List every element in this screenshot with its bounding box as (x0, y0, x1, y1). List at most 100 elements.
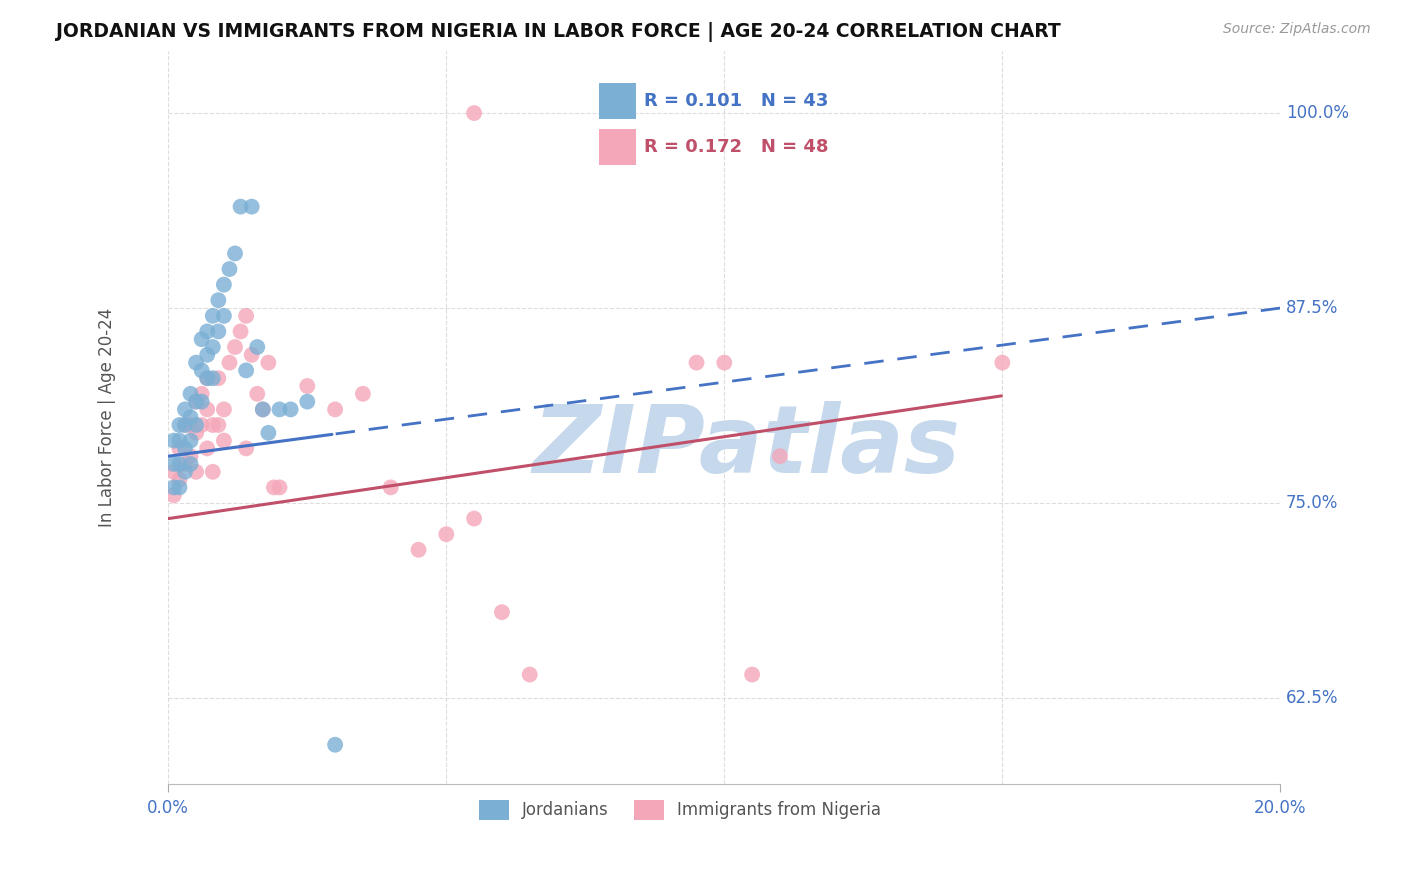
Point (769, 449, 792, 463)
Text: 87.5%: 87.5% (1286, 299, 1339, 317)
Point (180, 410, 202, 425)
Text: In Labor Force | Age 20-24: In Labor Force | Age 20-24 (98, 308, 117, 527)
Point (201, 309, 224, 323)
Point (713, 356, 735, 370)
Point (235, 442, 257, 456)
Point (323, 402, 346, 417)
Point (207, 293, 229, 308)
Point (163, 488, 186, 502)
Point (240, 200, 263, 214)
Point (207, 371, 229, 385)
Point (491, 605, 513, 619)
Point (174, 417, 197, 432)
Point (184, 465, 207, 479)
Text: 100.0%: 100.0% (1286, 104, 1348, 122)
Point (229, 200, 252, 214)
Point (741, 667, 763, 681)
Text: ZIPatlas: ZIPatlas (533, 401, 960, 492)
Point (163, 457, 186, 471)
Point (180, 457, 202, 471)
Text: Source: ZipAtlas.com: Source: ZipAtlas.com (1223, 22, 1371, 37)
Point (269, 402, 291, 417)
Point (685, 356, 707, 370)
Point (263, 480, 285, 494)
Point (163, 480, 186, 494)
Point (180, 449, 202, 463)
Point (201, 340, 224, 354)
Point (380, 480, 402, 494)
Point (195, 442, 218, 456)
Point (184, 356, 207, 370)
Text: 75.0%: 75.0% (1286, 494, 1339, 512)
Point (174, 457, 197, 471)
Point (257, 356, 280, 370)
Point (195, 371, 218, 385)
Point (201, 465, 224, 479)
Point (297, 379, 319, 393)
Point (207, 417, 229, 432)
Point (434, 527, 457, 541)
Point (190, 417, 212, 432)
Point (463, 511, 485, 525)
Point (180, 417, 202, 432)
Point (201, 371, 224, 385)
Point (169, 473, 191, 487)
Text: JORDANIAN VS IMMIGRANTS FROM NIGERIA IN LABOR FORCE | AGE 20-24 CORRELATION CHAR: JORDANIAN VS IMMIGRANTS FROM NIGERIA IN … (56, 22, 1062, 42)
Point (195, 402, 218, 417)
Point (519, 667, 541, 681)
Point (257, 425, 280, 440)
Point (190, 332, 212, 346)
Point (195, 348, 218, 362)
Point (195, 371, 218, 385)
Point (169, 434, 191, 448)
Point (195, 325, 218, 339)
Point (408, 542, 430, 557)
Point (169, 417, 191, 432)
Point (174, 442, 197, 456)
Point (246, 340, 269, 354)
Point (184, 417, 207, 432)
Point (212, 309, 235, 323)
Point (163, 465, 186, 479)
Point (323, 738, 346, 752)
Point (212, 434, 235, 448)
Point (224, 246, 246, 260)
Point (352, 386, 374, 401)
Point (190, 394, 212, 409)
Point (212, 277, 235, 292)
Legend: Jordanians, Immigrants from Nigeria: Jordanians, Immigrants from Nigeria (472, 793, 887, 827)
Point (229, 325, 252, 339)
Point (269, 480, 291, 494)
Point (163, 434, 186, 448)
Point (297, 394, 319, 409)
Point (184, 394, 207, 409)
Point (190, 386, 212, 401)
Point (991, 356, 1014, 370)
Point (169, 480, 191, 494)
Point (169, 442, 191, 456)
Text: 62.5%: 62.5% (1286, 689, 1339, 707)
Point (246, 386, 269, 401)
Point (224, 340, 246, 354)
Point (218, 262, 240, 277)
Point (280, 402, 302, 417)
Point (174, 465, 197, 479)
Point (252, 402, 274, 417)
Point (190, 363, 212, 377)
Point (169, 457, 191, 471)
Point (207, 325, 229, 339)
Point (235, 309, 257, 323)
Point (174, 417, 197, 432)
Point (235, 363, 257, 377)
Point (180, 434, 202, 448)
Point (201, 417, 224, 432)
Point (240, 348, 263, 362)
Point (252, 402, 274, 417)
Point (180, 386, 202, 401)
Point (184, 425, 207, 440)
Point (463, 106, 485, 120)
Point (174, 402, 197, 417)
Point (212, 402, 235, 417)
Point (218, 356, 240, 370)
Point (184, 394, 207, 409)
